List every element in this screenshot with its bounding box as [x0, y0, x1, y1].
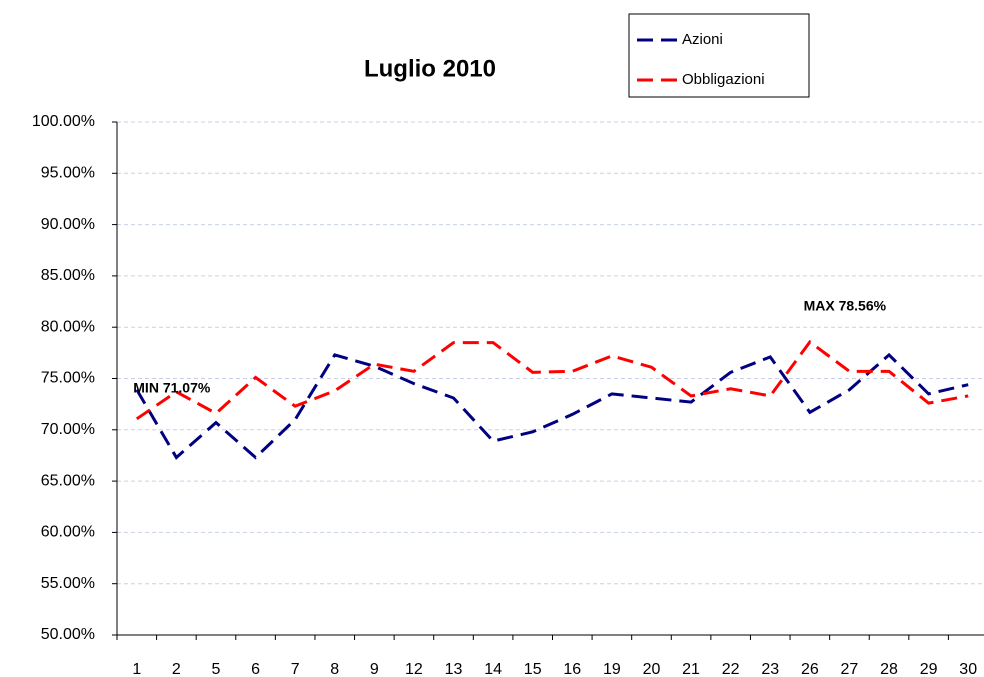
x-tick-label: 19 — [603, 661, 621, 677]
x-tick-label: 27 — [841, 661, 859, 677]
x-tick-label: 2 — [172, 661, 181, 677]
x-tick-label: 5 — [212, 661, 221, 677]
y-tick-label: 100.00% — [32, 113, 95, 130]
y-tick-label: 55.00% — [41, 575, 95, 592]
y-tick-label: 80.00% — [41, 318, 95, 335]
data-line — [135, 339, 969, 421]
x-tick-label: 22 — [722, 661, 740, 677]
annotation: MIN 71.07% — [133, 380, 211, 396]
chart-title: Luglio 2010 — [364, 55, 496, 82]
y-tick-label: 60.00% — [41, 524, 95, 541]
x-tick-label: 12 — [405, 661, 423, 677]
x-tick-label: 1 — [132, 661, 141, 677]
legend-box — [628, 13, 810, 98]
y-tick-label: 70.00% — [41, 421, 95, 438]
x-tick-label: 6 — [251, 661, 260, 677]
y-tick-label: 75.00% — [41, 370, 95, 387]
x-tick-label: 8 — [330, 661, 339, 677]
x-tick-label: 28 — [880, 661, 898, 677]
y-tick-label: 90.00% — [41, 216, 95, 233]
x-tick-label: 21 — [682, 661, 700, 677]
legend-label: Obbligazioni — [682, 71, 765, 88]
x-tick-label: 7 — [291, 661, 300, 677]
x-tick-label: 14 — [484, 661, 502, 677]
x-tick-label: 15 — [524, 661, 542, 677]
y-tick-label: 65.00% — [41, 472, 95, 489]
x-tick-label: 29 — [920, 661, 938, 677]
x-tick-label: 13 — [445, 661, 463, 677]
x-tick-label: 9 — [370, 661, 379, 677]
y-tick-label: 95.00% — [41, 165, 95, 182]
x-tick-label: 23 — [761, 661, 779, 677]
x-tick-label: 16 — [563, 661, 581, 677]
x-tick-label: 20 — [643, 661, 661, 677]
x-tick-label: 30 — [959, 661, 977, 677]
annotation: MAX 78.56% — [804, 298, 887, 314]
data-line — [135, 352, 969, 460]
y-tick-label: 50.00% — [41, 626, 95, 643]
x-tick-label: 26 — [801, 661, 819, 677]
y-tick-label: 85.00% — [41, 267, 95, 284]
legend-label: Azioni — [682, 31, 723, 48]
